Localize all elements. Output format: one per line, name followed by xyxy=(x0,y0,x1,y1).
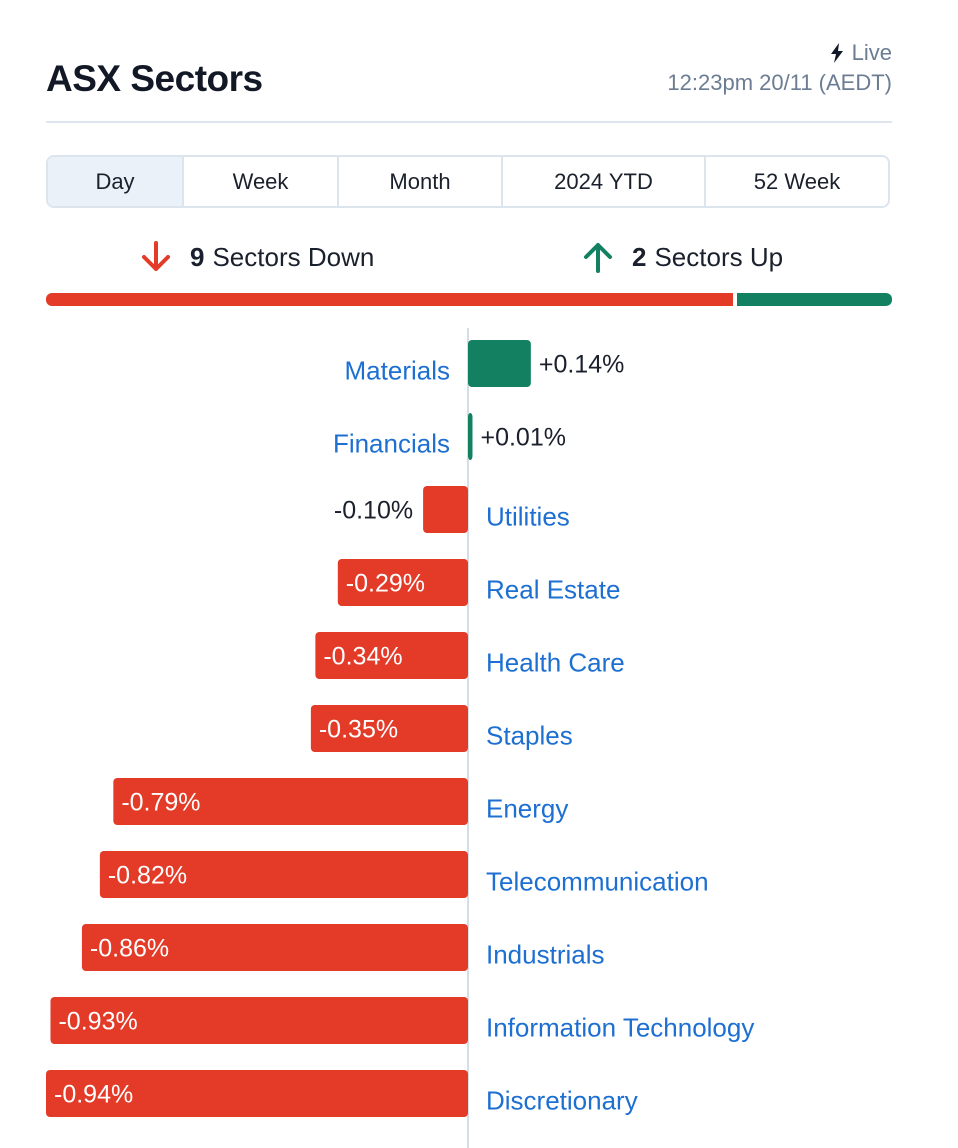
ratio-bar-up xyxy=(737,293,892,306)
bar-value-label: -0.34% xyxy=(323,643,402,671)
sector-bar-chart: Materials +0.14% Financials +0.01% Utilities… xyxy=(46,328,754,1148)
sectors-up-count: 2 xyxy=(632,241,647,272)
bar-value-label: +0.14% xyxy=(539,351,625,379)
sector-name-label[interactable]: Real Estate xyxy=(486,575,620,605)
sector-bar xyxy=(468,413,473,460)
bar-value-label: -0.86% xyxy=(90,935,169,963)
sector-bar xyxy=(99,851,468,898)
sector-name-label[interactable]: Discretionary xyxy=(486,1086,638,1116)
sector-bar xyxy=(81,924,469,971)
sector-name-label[interactable]: Telecommunication xyxy=(486,867,709,897)
live-label: Live xyxy=(851,40,892,65)
sector-bar xyxy=(315,632,468,679)
tab-day[interactable]: Day xyxy=(48,157,184,206)
sectors-down-count: 9 xyxy=(190,241,205,272)
sector-bar xyxy=(423,486,468,533)
sector-name-label[interactable]: Health Care xyxy=(486,648,625,678)
ratio-bar-down xyxy=(46,293,733,306)
arrow-down-icon xyxy=(142,241,170,271)
sectors-down-summary: 9 Sectors Down xyxy=(140,240,374,274)
bar-value-label: -0.35% xyxy=(319,716,398,744)
sector-bar xyxy=(337,559,468,606)
live-indicator: Live xyxy=(830,40,892,66)
tab-month[interactable]: Month xyxy=(339,157,503,206)
bar-value-label: -0.79% xyxy=(121,789,200,817)
sector-name-label[interactable]: Industrials xyxy=(486,940,605,970)
lightning-icon xyxy=(830,43,843,63)
bar-value-label: -0.10% xyxy=(334,497,413,525)
sectors-up-label: Sectors Up xyxy=(654,241,784,272)
sector-bar xyxy=(310,705,468,752)
bar-value-label: -0.29% xyxy=(346,570,425,598)
sector-name-label[interactable]: Utilities xyxy=(486,502,570,532)
sector-name-label[interactable]: Information Technology xyxy=(486,1013,754,1043)
page-title: ASX Sectors xyxy=(46,58,263,99)
sector-bar xyxy=(113,778,468,825)
tab-ytd[interactable]: 2024 YTD xyxy=(503,157,706,206)
sector-name-label[interactable]: Staples xyxy=(486,721,573,751)
bar-value-label: -0.93% xyxy=(58,1008,137,1036)
sectors-down-label: Sectors Down xyxy=(212,241,375,272)
sector-name-label[interactable]: Financials xyxy=(333,429,450,459)
sectors-up-summary: 2 Sectors Up xyxy=(582,240,783,274)
tab-week[interactable]: Week xyxy=(184,157,339,206)
sector-bar xyxy=(50,997,469,1044)
sector-bar xyxy=(46,1070,468,1117)
header-divider xyxy=(46,121,892,123)
period-tabs: Day Week Month 2024 YTD 52 Week xyxy=(46,155,890,208)
timestamp: 12:23pm 20/11 (AEDT) xyxy=(667,70,892,95)
arrow-up-icon xyxy=(584,243,612,273)
sector-ratio-bar xyxy=(46,293,892,306)
sector-bar xyxy=(468,340,531,387)
bar-value-label: +0.01% xyxy=(480,424,566,452)
sector-name-label[interactable]: Materials xyxy=(345,356,450,386)
tab-52-week[interactable]: 52 Week xyxy=(753,168,841,194)
sector-name-label[interactable]: Energy xyxy=(486,794,568,824)
bar-value-label: -0.82% xyxy=(108,862,187,890)
bar-value-label: -0.94% xyxy=(54,1081,133,1109)
